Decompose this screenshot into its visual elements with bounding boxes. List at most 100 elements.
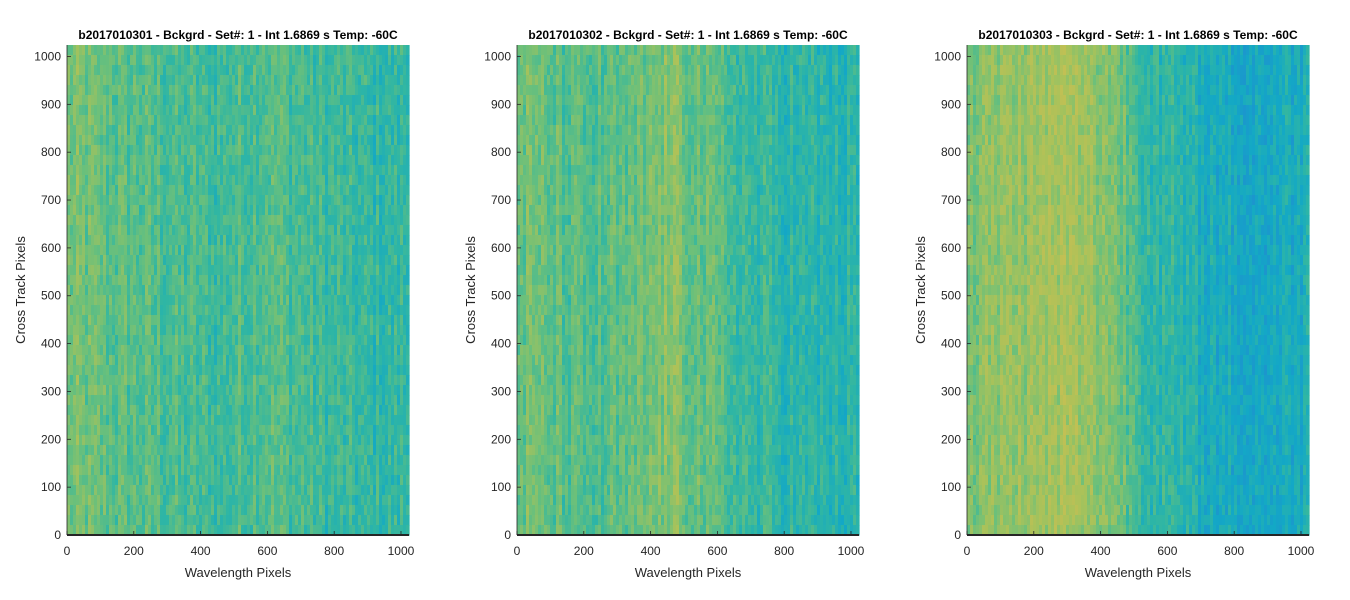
heatmap-cell <box>199 185 203 196</box>
heatmap-cell <box>181 215 185 226</box>
heatmap-cell <box>103 55 107 66</box>
heatmap-cell <box>109 185 113 196</box>
heatmap-cell <box>112 175 116 186</box>
heatmap-cell <box>364 135 368 146</box>
heatmap-cell <box>133 325 137 336</box>
heatmap-cell <box>100 315 104 326</box>
heatmap-cell <box>379 455 383 466</box>
heatmap-cell <box>154 395 158 406</box>
heatmap-cell <box>337 445 341 456</box>
heatmap-cell <box>259 395 263 406</box>
heatmap-cell <box>376 335 380 346</box>
heatmap-cell <box>166 275 170 286</box>
heatmap-cell <box>391 125 395 136</box>
heatmap-cell <box>142 355 146 366</box>
heatmap-cell <box>358 295 362 306</box>
heatmap-cell <box>322 475 326 486</box>
heatmap-cell <box>73 235 77 246</box>
heatmap-cell <box>76 265 80 276</box>
heatmap-cell <box>241 305 245 316</box>
heatmap-cell <box>265 95 269 106</box>
heatmap-cell <box>394 365 398 376</box>
heatmap-cell <box>157 325 161 336</box>
heatmap-cell <box>238 45 242 56</box>
heatmap-cell <box>178 415 182 426</box>
heatmap-cell <box>115 295 119 306</box>
heatmap-cell <box>82 275 86 286</box>
heatmap-cell <box>280 195 284 206</box>
heatmap-cell <box>247 405 251 416</box>
heatmap-cell <box>193 255 197 266</box>
heatmap-cell <box>175 45 179 56</box>
heatmap-cell <box>280 375 284 386</box>
heatmap-cell <box>331 95 335 106</box>
heatmap-cell <box>292 215 296 226</box>
heatmap-cell <box>301 415 305 426</box>
heatmap-cell <box>82 245 86 256</box>
heatmap-cell <box>136 475 140 486</box>
heatmap-cell <box>121 285 125 296</box>
heatmap-cell <box>115 375 119 386</box>
heatmap-cell <box>157 155 161 166</box>
heatmap-cell <box>241 245 245 256</box>
heatmap-cell <box>235 195 239 206</box>
heatmap-cell <box>106 425 110 436</box>
heatmap-cell <box>199 195 203 206</box>
heatmap-cell <box>247 235 251 246</box>
heatmap-cell <box>100 215 104 226</box>
heatmap-cell <box>205 185 209 196</box>
heatmap-cell <box>205 455 209 466</box>
heatmap-cell <box>163 105 167 116</box>
heatmap-cell <box>382 375 386 386</box>
heatmap-cell <box>154 185 158 196</box>
heatmap-cell <box>394 225 398 236</box>
heatmap-cell <box>202 135 206 146</box>
heatmap-cell <box>322 355 326 366</box>
heatmap-cell <box>94 185 98 196</box>
heatmap-cell <box>163 365 167 376</box>
heatmap-cell <box>307 45 311 56</box>
heatmap-cell <box>313 175 317 186</box>
heatmap-cell <box>166 285 170 296</box>
heatmap-cell <box>196 165 200 176</box>
heatmap-cell <box>280 165 284 176</box>
heatmap-cell <box>211 395 215 406</box>
heatmap-cell <box>244 305 248 316</box>
heatmap-cell <box>181 195 185 206</box>
heatmap-cell <box>223 65 227 76</box>
heatmap-cell <box>208 175 212 186</box>
heatmap-cell <box>337 295 341 306</box>
heatmap-cell <box>106 175 110 186</box>
heatmap-cell <box>376 245 380 256</box>
heatmap-cell <box>349 255 353 266</box>
heatmap-cell <box>94 145 98 156</box>
heatmap-cell <box>118 445 122 456</box>
heatmap-cell <box>235 395 239 406</box>
heatmap-cell <box>325 325 329 336</box>
heatmap-cell <box>403 405 407 416</box>
heatmap-cell <box>211 185 215 196</box>
heatmap-cell <box>262 355 266 366</box>
heatmap-cell <box>208 275 212 286</box>
heatmap-cell <box>160 425 164 436</box>
heatmap-cell <box>301 205 305 216</box>
heatmap-cell <box>148 355 152 366</box>
heatmap-cell <box>106 305 110 316</box>
heatmap-cell <box>145 235 149 246</box>
heatmap-cell <box>100 465 104 476</box>
heatmap-cell <box>358 245 362 256</box>
heatmap-cell <box>310 355 314 366</box>
heatmap-cell <box>127 475 131 486</box>
heatmap-cell <box>145 55 149 66</box>
heatmap-cell <box>403 185 407 196</box>
heatmap-cell <box>367 125 371 136</box>
heatmap-cell <box>124 435 128 446</box>
heatmap-cell <box>316 295 320 306</box>
heatmap-cell <box>379 85 383 96</box>
heatmap-cell <box>70 115 74 126</box>
heatmap-cell <box>187 375 191 386</box>
heatmap-cell <box>268 195 272 206</box>
heatmap-cell <box>190 335 194 346</box>
heatmap-cell <box>109 455 113 466</box>
heatmap-cell <box>208 385 212 396</box>
